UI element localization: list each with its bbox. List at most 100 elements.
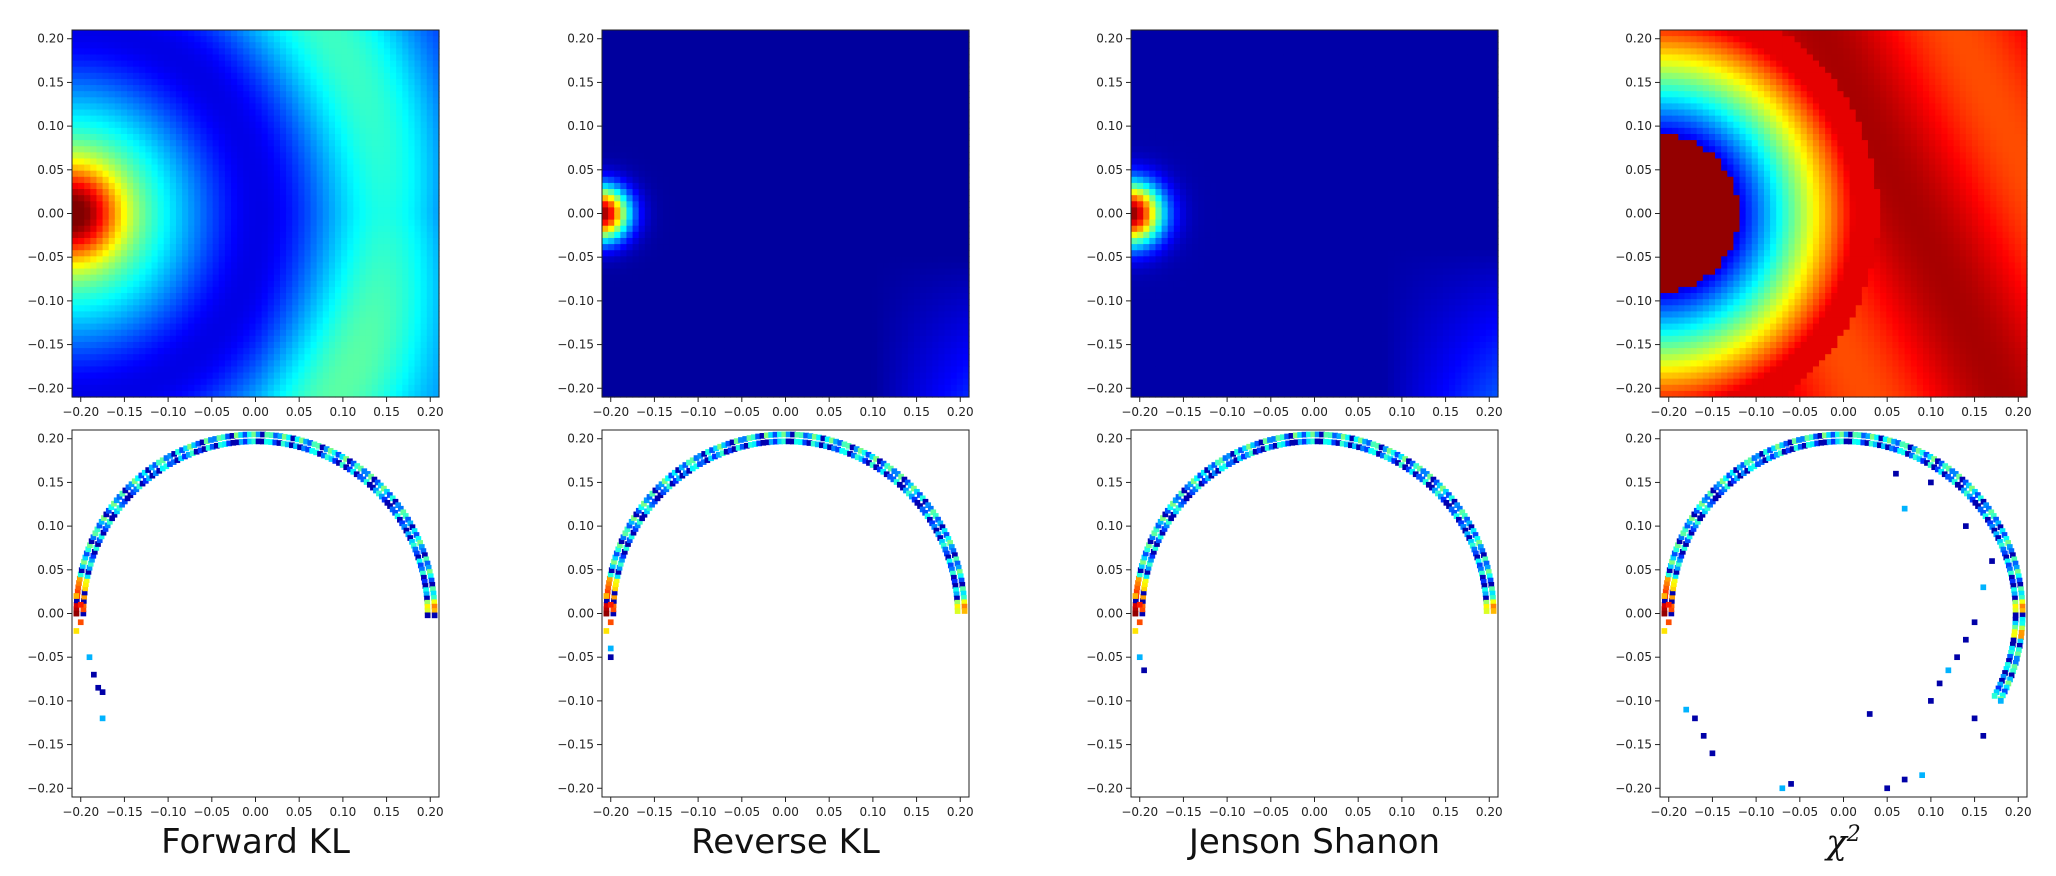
- heat-cell: [328, 48, 336, 56]
- heat-cell: [120, 311, 128, 319]
- heat-cell: [286, 152, 293, 160]
- heat-cell: [310, 274, 318, 282]
- heat-cell: [420, 231, 428, 239]
- heat-cell: [328, 121, 336, 129]
- heat-cell: [632, 244, 640, 251]
- x-tick-label: −0.15: [106, 405, 143, 419]
- heat-cell: [255, 268, 263, 276]
- heat-cell: [298, 286, 306, 294]
- heat-cell: [638, 146, 646, 153]
- heat-cell: [353, 195, 361, 202]
- heat-cell: [353, 66, 361, 74]
- heat-cell: [84, 146, 91, 153]
- heat-cell: [632, 274, 640, 282]
- heat-cell: [663, 42, 670, 49]
- heat-cell: [273, 250, 281, 257]
- heat-cell: [724, 36, 732, 43]
- heat-cell: [426, 237, 434, 245]
- heat-cell: [620, 201, 628, 208]
- heat-cell: [712, 189, 719, 196]
- heat-cell: [182, 390, 189, 398]
- heat-cell: [231, 335, 238, 343]
- heat-cell: [212, 372, 220, 380]
- heat-cell: [102, 354, 110, 361]
- heat-cell: [212, 219, 220, 227]
- heat-cell: [341, 78, 348, 86]
- heat-cell: [632, 256, 640, 264]
- heat-cell: [650, 231, 658, 239]
- heat-cell: [383, 97, 391, 104]
- heat-cell: [163, 127, 171, 135]
- heat-cell: [608, 127, 615, 135]
- heat-cell: [632, 170, 640, 178]
- heat-cell: [139, 341, 146, 349]
- heat-cell: [602, 115, 609, 123]
- heat-cell: [255, 311, 263, 319]
- heat-cell: [182, 366, 189, 374]
- heat-cell: [365, 329, 373, 337]
- heat-cell: [699, 384, 707, 392]
- heat-cell: [650, 207, 658, 215]
- heat-cell: [212, 207, 220, 215]
- heat-cell: [200, 341, 208, 349]
- heat-cell: [396, 140, 403, 147]
- heat-cell: [663, 176, 670, 184]
- heat-cell: [200, 317, 208, 325]
- heat-cell: [96, 66, 104, 74]
- heat-cell: [396, 280, 403, 288]
- heat-cell: [402, 170, 410, 178]
- heat-cell: [675, 189, 683, 196]
- heat-cell: [390, 158, 397, 166]
- heat-cell: [347, 115, 354, 123]
- heat-cell: [608, 54, 615, 62]
- heat-cell: [175, 127, 183, 135]
- heat-cell: [347, 140, 354, 147]
- heat-cell: [681, 244, 689, 251]
- heat-cell: [200, 274, 208, 282]
- heat-cell: [602, 164, 609, 172]
- heat-cell: [390, 341, 397, 349]
- heat-cell: [390, 127, 397, 135]
- heat-cell: [650, 280, 658, 288]
- heat-cell: [730, 48, 738, 56]
- heat-cell: [377, 280, 385, 288]
- heat-cell: [133, 378, 140, 386]
- heat-cell: [644, 372, 652, 380]
- heat-cell: [231, 390, 238, 398]
- heat-cell: [426, 189, 434, 196]
- heat-cell: [414, 176, 422, 184]
- heat-cell: [712, 250, 719, 257]
- heat-cell: [718, 219, 725, 227]
- heat-cell: [347, 164, 354, 172]
- heat-cell: [632, 164, 640, 172]
- heat-cell: [335, 146, 342, 153]
- heat-cell: [224, 189, 232, 196]
- heat-cell: [267, 127, 275, 135]
- heat-cell: [620, 152, 628, 160]
- heat-cell: [644, 207, 652, 215]
- heat-cell: [188, 164, 195, 172]
- heat-cell: [420, 354, 428, 361]
- heat-cell: [650, 91, 658, 98]
- heat-cell: [335, 48, 342, 56]
- heat-cell: [408, 354, 416, 361]
- heat-cell: [693, 274, 701, 282]
- heat-cell: [249, 164, 257, 172]
- heat-cell: [693, 48, 701, 56]
- heat-cell: [365, 207, 373, 215]
- heat-cell: [133, 170, 140, 178]
- heat-cell: [114, 348, 122, 355]
- heat-cell: [420, 237, 428, 245]
- heat-cell: [151, 164, 159, 172]
- heat-cell: [705, 360, 713, 368]
- heat-cell: [286, 115, 293, 123]
- heat-cell: [237, 237, 244, 245]
- heat-cell: [377, 237, 385, 245]
- heat-cell: [614, 48, 621, 56]
- heat-cell: [359, 335, 367, 343]
- heat-cell: [669, 213, 676, 221]
- heat-cell: [188, 219, 195, 227]
- heat-cell: [402, 225, 410, 233]
- heat-cell: [414, 164, 422, 172]
- heat-cell: [292, 146, 299, 153]
